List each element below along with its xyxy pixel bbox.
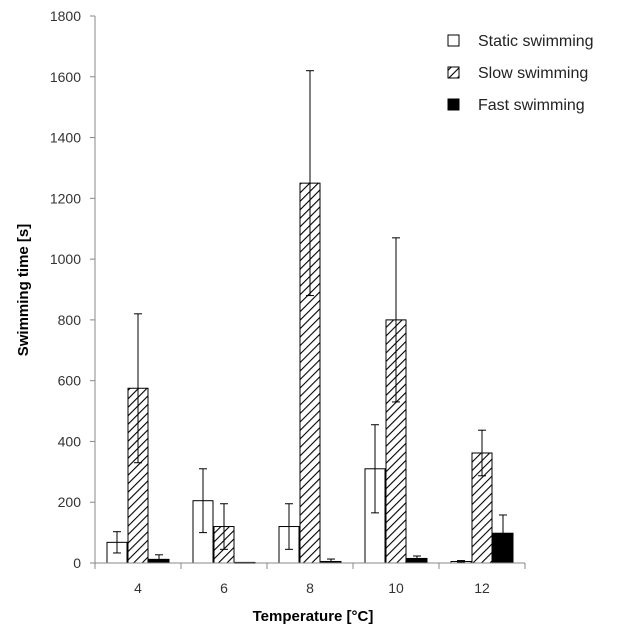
x-axis-ticks: 4 6 8 10 12 <box>94 563 526 596</box>
legend-label: Slow swimming <box>478 65 588 82</box>
y-tick-label: 0 <box>73 555 81 571</box>
y-tick-label: 800 <box>58 312 82 328</box>
legend-label: Static swimming <box>478 33 594 50</box>
x-tick-label: 10 <box>388 580 404 596</box>
y-tick-label: 1800 <box>50 8 81 24</box>
y-tick-label: 600 <box>58 373 82 389</box>
x-tick-label: 12 <box>474 580 490 596</box>
legend-swatch <box>447 34 460 47</box>
x-tick-label: 4 <box>134 580 142 596</box>
y-tick-label: 200 <box>58 494 82 510</box>
y-tick-label: 1600 <box>50 69 81 85</box>
y-axis-title: Swimming time [s] <box>15 224 32 357</box>
legend-label: Fast swimming <box>478 97 585 114</box>
x-axis-title: Temperature [°C] <box>253 608 374 625</box>
y-tick-label: 1000 <box>50 251 81 267</box>
legend-swatch <box>447 66 460 79</box>
x-tick-label: 6 <box>220 580 228 596</box>
y-tick-label: 1400 <box>50 130 81 146</box>
x-tick-label: 8 <box>306 580 314 596</box>
legend-swatch <box>447 98 460 111</box>
legend: Static swimming Slow swimming Fast swimmin… <box>447 33 594 114</box>
y-tick-label: 400 <box>58 433 82 449</box>
bars-group <box>106 70 514 564</box>
y-tick-label: 1200 <box>50 190 81 206</box>
y-axis-ticks: 0 200 400 600 800 1000 1200 1400 1600 1800 <box>50 8 95 571</box>
